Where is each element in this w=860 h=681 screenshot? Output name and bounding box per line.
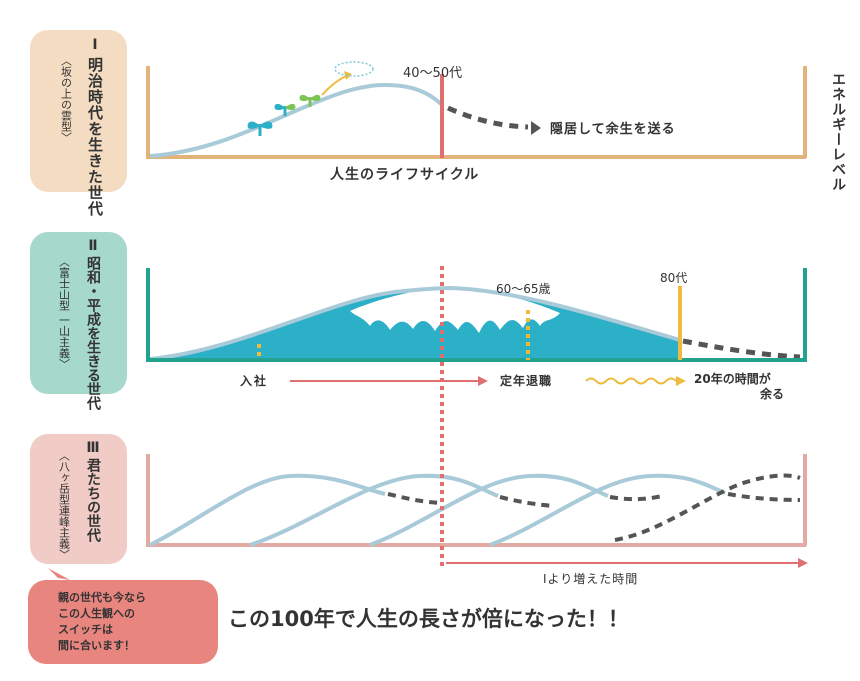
arrow-icon bbox=[321, 75, 347, 96]
panel1-after-label: 隠居して余生を送る bbox=[550, 121, 676, 137]
panel3-decline-dash-4 bbox=[727, 492, 801, 502]
panel1-label-box bbox=[30, 30, 127, 192]
panel1-decline-arrowhead bbox=[531, 121, 541, 135]
panel1-axis-label: 人生のライフサイクル bbox=[330, 166, 479, 183]
sprout-icon bbox=[274, 103, 296, 116]
panel3-decline-dash-1 bbox=[387, 492, 443, 505]
note-line-2: この人生観への bbox=[58, 606, 135, 620]
arrow-icon bbox=[344, 71, 352, 80]
panel2-label-box bbox=[30, 232, 127, 394]
panel3-peak-1 bbox=[149, 473, 386, 547]
panel3-rising-dash bbox=[614, 473, 801, 542]
panel1-decline-dash bbox=[446, 105, 529, 130]
panel2-wavy-arrowhead bbox=[676, 376, 686, 386]
panel2-title: 昭和・平成を生きる世代 bbox=[85, 256, 102, 411]
panel3-numeral: Ⅲ bbox=[86, 440, 99, 456]
panel3-decline-dash-2 bbox=[499, 495, 556, 508]
panel3-extra-time-label: Ⅰより増えた時間 bbox=[543, 572, 638, 586]
panel2-death-age-label: 80代 bbox=[660, 271, 687, 285]
energy-level-label: エネルギーレベル bbox=[830, 72, 846, 192]
note-bubble-box bbox=[28, 580, 218, 664]
panel3-decline-dash-3 bbox=[609, 494, 663, 502]
panel3-extra-time-arrowhead bbox=[798, 558, 808, 568]
panel2-surplus-label-2: 余る bbox=[759, 386, 784, 401]
sprout-icon bbox=[247, 121, 273, 136]
note-line-4: 間に合います！ bbox=[58, 638, 135, 652]
panel2-career-arrowhead bbox=[478, 376, 488, 386]
panel1-subtitle: 〈坂の上の雲型〉 bbox=[60, 55, 73, 143]
panel3-label-box bbox=[30, 434, 127, 564]
panel3-peak-4 bbox=[489, 473, 726, 547]
panel2-surplus-label-1: 20年の時間が bbox=[694, 371, 771, 386]
cloud-icon bbox=[334, 61, 374, 77]
panel1-title: 明治時代を生きた世代 bbox=[86, 57, 104, 217]
note-line-1: 親の世代も今なら bbox=[58, 590, 146, 604]
panel2-decline-dash bbox=[682, 338, 801, 360]
panel1-peak-label: 40〜50代 bbox=[403, 66, 462, 81]
panel2-life-curve bbox=[149, 285, 681, 361]
note-line-3: スイッチは bbox=[58, 623, 113, 636]
panel2-snow-cap bbox=[350, 288, 560, 333]
panel1-numeral: Ⅰ bbox=[92, 37, 97, 53]
headline: この100年で人生の長さが倍になった！！ bbox=[228, 607, 629, 631]
panel2-numeral: Ⅱ bbox=[88, 238, 97, 254]
panel3-subtitle: 〈八ヶ岳型連峰主義〉 bbox=[58, 450, 71, 560]
panel3-title: 君たちの世代 bbox=[85, 458, 102, 543]
panel3-peak-3 bbox=[369, 473, 609, 547]
panel3-peak-2 bbox=[249, 473, 499, 547]
panel2-start-label: 入社 bbox=[240, 373, 268, 388]
sprout-icon bbox=[299, 94, 321, 107]
panel2-retire-label: 定年退職 bbox=[500, 373, 552, 388]
panel1-life-curve bbox=[149, 82, 443, 158]
panel2-subtitle: 〈富士山型 一山主義〉 bbox=[58, 256, 71, 370]
note-bubble bbox=[48, 568, 70, 580]
panel2-retire-age-label: 60〜65歳 bbox=[496, 282, 551, 296]
panel2-wavy-arrow bbox=[585, 377, 677, 385]
